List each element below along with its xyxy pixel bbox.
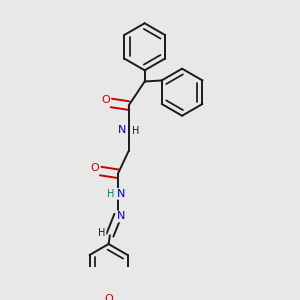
Text: H: H bbox=[107, 189, 114, 199]
Text: N: N bbox=[118, 124, 126, 135]
Text: O: O bbox=[101, 95, 110, 105]
Text: H: H bbox=[132, 126, 139, 136]
Text: O: O bbox=[91, 164, 100, 173]
Text: O: O bbox=[104, 294, 113, 300]
Text: N: N bbox=[117, 189, 125, 199]
Text: N: N bbox=[117, 212, 125, 221]
Text: H: H bbox=[98, 227, 106, 238]
